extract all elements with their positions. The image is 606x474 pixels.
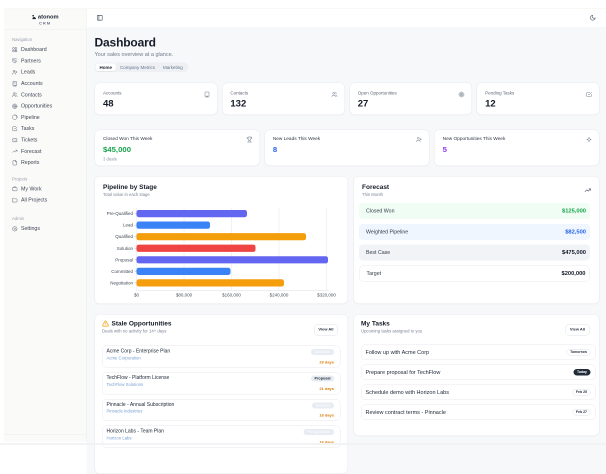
svg-text:Qualified: Qualified (115, 234, 133, 239)
svg-text:Proposal: Proposal (115, 257, 133, 262)
svg-text:$320,000: $320,000 (317, 292, 336, 297)
svg-text:Committed: Committed (111, 269, 133, 274)
svg-text:$80,000: $80,000 (176, 292, 193, 297)
svg-text:Pre-Qualified: Pre-Qualified (107, 211, 134, 216)
svg-text:Lead: Lead (123, 223, 134, 228)
svg-text:$0: $0 (134, 292, 140, 297)
svg-text:$240,000: $240,000 (270, 292, 289, 297)
svg-text:Negotiation: Negotiation (110, 280, 133, 285)
svg-text:Solution: Solution (117, 246, 134, 251)
svg-text:$160,000: $160,000 (222, 292, 241, 297)
